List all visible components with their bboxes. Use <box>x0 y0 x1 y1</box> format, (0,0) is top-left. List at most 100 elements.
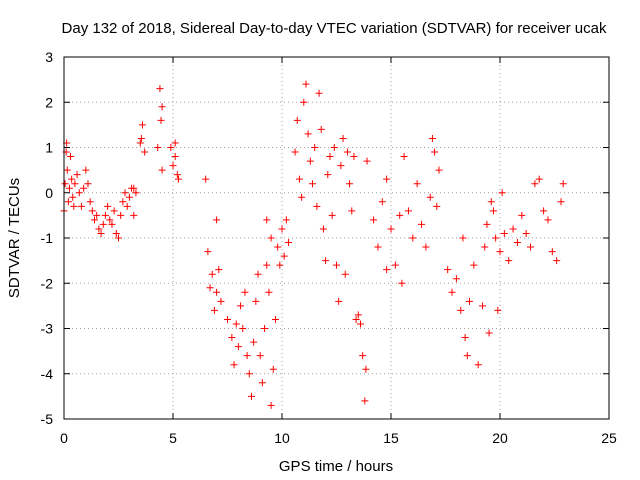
data-point-plus-marker <box>522 229 530 237</box>
data-point-plus-marker <box>73 171 81 179</box>
data-point-plus-marker <box>245 370 253 378</box>
data-point-plus-marker <box>298 193 306 201</box>
data-point-plus-marker <box>309 180 317 188</box>
data-point-plus-marker <box>553 257 561 265</box>
data-point-plus-marker <box>341 270 349 278</box>
data-point-plus-marker <box>137 134 145 142</box>
data-point-plus-marker <box>326 153 334 161</box>
data-point-plus-marker <box>461 334 469 342</box>
data-point-plus-marker <box>346 180 354 188</box>
data-point-plus-marker <box>84 180 92 188</box>
data-point-plus-marker <box>362 365 370 373</box>
data-point-plus-marker <box>498 189 506 197</box>
data-point-plus-marker <box>239 325 247 332</box>
data-point-plus-marker <box>167 144 175 151</box>
data-point-plus-marker <box>531 180 539 188</box>
data-point-plus-marker <box>91 216 99 224</box>
data-point-plus-marker <box>278 225 286 233</box>
data-point-plus-marker <box>418 220 426 228</box>
data-point-plus-marker <box>487 198 495 206</box>
data-point-plus-marker <box>202 175 210 183</box>
data-point-plus-marker <box>306 157 314 165</box>
data-point-plus-marker <box>234 343 242 351</box>
data-point-plus-marker <box>470 261 478 269</box>
data-point-plus-marker <box>254 270 262 278</box>
data-point-plus-marker <box>481 243 489 251</box>
data-point-plus-marker <box>99 220 107 228</box>
data-point-plus-marker <box>350 153 358 161</box>
data-point-plus-marker <box>422 243 430 251</box>
data-point-plus-marker <box>97 229 105 237</box>
data-point-plus-marker <box>88 207 96 215</box>
data-point-plus-marker <box>138 121 146 129</box>
data-point-plus-marker <box>263 261 271 269</box>
data-point-plus-marker <box>68 175 76 183</box>
data-point-plus-marker <box>383 175 391 183</box>
data-point-plus-marker <box>228 334 236 342</box>
data-point-plus-marker <box>509 225 517 233</box>
data-point-plus-marker <box>479 302 487 310</box>
data-point-plus-marker <box>339 134 347 142</box>
data-point-plus-marker <box>500 229 508 237</box>
data-point-plus-marker <box>77 202 85 210</box>
data-point-plus-marker <box>557 198 565 206</box>
data-point-plus-marker <box>106 216 114 224</box>
data-point-plus-marker <box>465 297 473 305</box>
data-point-plus-marker <box>63 166 71 174</box>
data-point-plus-marker <box>413 180 421 188</box>
plot-frame <box>63 56 610 420</box>
data-point-plus-marker <box>505 257 513 265</box>
data-point-plus-marker <box>252 297 260 305</box>
data-point-plus-marker <box>169 162 177 170</box>
data-point-plus-marker <box>302 80 310 88</box>
data-point-plus-marker <box>65 184 73 192</box>
data-point-plus-marker <box>317 125 325 133</box>
data-point-plus-marker <box>348 207 356 215</box>
data-point-plus-marker <box>213 216 221 224</box>
data-point-plus-marker <box>261 325 269 332</box>
data-point-plus-marker <box>206 284 214 292</box>
data-point-plus-marker <box>535 175 543 183</box>
data-point-plus-marker <box>492 234 500 242</box>
data-point-plus-marker <box>328 211 336 219</box>
data-point-plus-marker <box>540 207 548 215</box>
chart-title: Day 132 of 2018, Sidereal Day-to-day VTE… <box>62 20 607 37</box>
x-tick-label: 25 <box>601 430 617 446</box>
y-tick-label: 1 <box>45 140 53 156</box>
data-point-plus-marker <box>383 266 391 274</box>
data-point-plus-marker <box>435 166 443 174</box>
data-point-plus-marker <box>474 361 482 369</box>
data-point-plus-marker <box>269 365 277 373</box>
data-point-plus-marker <box>210 306 218 314</box>
data-point-plus-marker <box>158 103 166 111</box>
data-point-plus-marker <box>141 148 149 156</box>
data-point-plus-marker <box>311 144 319 151</box>
data-point-plus-marker <box>250 338 258 346</box>
data-point-plus-marker <box>157 116 165 124</box>
data-point-plus-marker <box>125 193 133 201</box>
data-point-plus-marker <box>426 193 434 201</box>
data-point-plus-marker <box>258 379 266 387</box>
data-point-plus-marker <box>241 288 249 296</box>
x-tick-label: 10 <box>274 430 290 446</box>
data-point-plus-marker <box>448 288 456 296</box>
y-tick-label: 3 <box>45 49 53 65</box>
x-tick-label: 15 <box>383 430 399 446</box>
x-tick-label: 5 <box>169 430 177 446</box>
x-tick-label: 0 <box>60 430 68 446</box>
data-point-plus-marker <box>267 234 275 242</box>
data-point-plus-marker <box>431 148 439 156</box>
data-point-plus-marker <box>67 153 75 161</box>
data-point-plus-marker <box>230 361 238 369</box>
data-point-plus-marker <box>271 315 279 323</box>
data-point-plus-marker <box>396 211 404 219</box>
data-point-plus-marker <box>548 248 556 256</box>
data-point-plus-marker <box>213 288 221 296</box>
data-point-plus-marker <box>295 175 303 183</box>
data-point-plus-marker <box>265 288 273 296</box>
data-point-plus-marker <box>428 134 436 142</box>
data-point-plus-marker <box>293 116 301 124</box>
data-point-plus-marker <box>304 130 312 138</box>
data-point-plus-marker <box>174 175 182 183</box>
data-point-plus-marker <box>370 216 378 224</box>
